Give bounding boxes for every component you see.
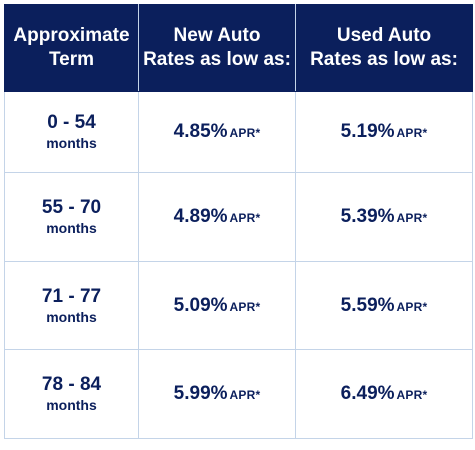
used-rate-unit: APR* <box>396 299 428 314</box>
new-rate-cell: 4.85% APR* <box>138 90 296 174</box>
new-rate-value: 5.99% <box>173 382 228 404</box>
used-rate-value: 6.49% <box>340 382 395 404</box>
used-rate-cell: 5.19% APR* <box>295 90 473 174</box>
used-rate-cell: 5.59% APR* <box>295 261 473 350</box>
term-unit: months <box>46 135 97 152</box>
term-unit: months <box>46 220 97 237</box>
term-cell: 0 - 54 months <box>4 90 139 174</box>
new-rate-unit: APR* <box>229 299 261 314</box>
header-term: Approximate Term <box>4 4 139 92</box>
table-header: Approximate Term New Auto Rates as low a… <box>4 4 473 92</box>
used-rate-cell: 5.39% APR* <box>295 172 473 263</box>
new-rate-value: 5.09% <box>173 294 228 316</box>
header-row: Approximate Term New Auto Rates as low a… <box>4 4 473 92</box>
new-rate-unit: APR* <box>229 211 261 226</box>
term-cell: 55 - 70 months <box>4 172 139 263</box>
used-rate-value: 5.59% <box>340 294 395 316</box>
term-range: 55 - 70 <box>41 197 102 219</box>
header-used-auto-line-1: Used Auto <box>336 25 432 46</box>
table-row: 78 - 84 months 5.99% APR* 6.49% APR* <box>4 348 473 440</box>
term-range: 78 - 84 <box>41 373 102 395</box>
header-new-auto-line-2: Rates as low as: <box>143 49 291 70</box>
new-rate-value: 4.85% <box>173 121 228 143</box>
used-rate-unit: APR* <box>396 126 428 141</box>
used-rate-cell: 6.49% APR* <box>295 348 473 440</box>
term-range: 71 - 77 <box>41 285 102 307</box>
header-term-line-2: Term <box>48 49 95 70</box>
used-rate-value: 5.39% <box>340 206 395 228</box>
new-rate-unit: APR* <box>229 387 261 402</box>
new-rate-unit: APR* <box>229 126 261 141</box>
used-rate-unit: APR* <box>396 387 428 402</box>
term-unit: months <box>46 396 97 413</box>
table-row: 0 - 54 months 4.85% APR* 5.19% APR* <box>4 90 473 174</box>
new-rate-cell: 5.09% APR* <box>138 261 296 350</box>
term-cell: 71 - 77 months <box>4 261 139 350</box>
header-used-auto-line-2: Rates as low as: <box>310 49 458 70</box>
term-cell: 78 - 84 months <box>4 348 139 440</box>
header-new-auto: New Auto Rates as low as: <box>138 4 296 92</box>
table-row: 71 - 77 months 5.09% APR* 5.59% APR* <box>4 261 473 350</box>
used-rate-unit: APR* <box>396 211 428 226</box>
term-range: 0 - 54 <box>47 112 96 134</box>
header-new-auto-line-1: New Auto <box>173 25 261 46</box>
new-rate-cell: 5.99% APR* <box>138 348 296 440</box>
new-rate-cell: 4.89% APR* <box>138 172 296 263</box>
auto-rates-table: Approximate Term New Auto Rates as low a… <box>4 4 473 440</box>
header-term-line-1: Approximate <box>13 25 130 46</box>
new-rate-value: 4.89% <box>173 206 228 228</box>
term-unit: months <box>46 308 97 325</box>
header-used-auto: Used Auto Rates as low as: <box>295 4 473 92</box>
table-row: 55 - 70 months 4.89% APR* 5.39% APR* <box>4 172 473 263</box>
used-rate-value: 5.19% <box>340 121 395 143</box>
table-body: 0 - 54 months 4.85% APR* 5.19% APR* 55 - 7… <box>4 90 473 440</box>
